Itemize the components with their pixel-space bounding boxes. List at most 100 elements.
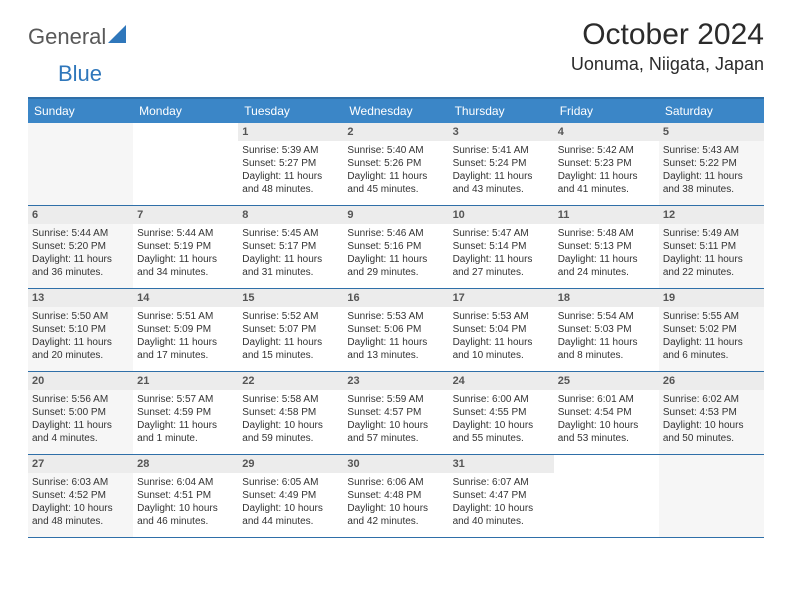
day-cell: 16Sunrise: 5:53 AMSunset: 5:06 PMDayligh… <box>343 289 448 371</box>
sunset-text: Sunset: 5:11 PM <box>663 240 760 253</box>
day-number: 14 <box>133 289 238 307</box>
day-number: 13 <box>28 289 133 307</box>
day-number: 12 <box>659 206 764 224</box>
day-cell: 11Sunrise: 5:48 AMSunset: 5:13 PMDayligh… <box>554 206 659 288</box>
sunset-text: Sunset: 4:54 PM <box>558 406 655 419</box>
day-cell: 20Sunrise: 5:56 AMSunset: 5:00 PMDayligh… <box>28 372 133 454</box>
daylight-text: Daylight: 11 hours and 20 minutes. <box>32 336 129 362</box>
day-cell: 4Sunrise: 5:42 AMSunset: 5:23 PMDaylight… <box>554 123 659 205</box>
day-number: 31 <box>449 455 554 473</box>
sunset-text: Sunset: 4:59 PM <box>137 406 234 419</box>
sail-icon <box>108 25 130 50</box>
dow-wednesday: Wednesday <box>343 99 448 123</box>
day-number: 30 <box>343 455 448 473</box>
day-number: 4 <box>554 123 659 141</box>
sunrise-text: Sunrise: 5:48 AM <box>558 227 655 240</box>
sunset-text: Sunset: 5:02 PM <box>663 323 760 336</box>
day-number: 27 <box>28 455 133 473</box>
daylight-text: Daylight: 10 hours and 46 minutes. <box>137 502 234 528</box>
day-number: 28 <box>133 455 238 473</box>
sunrise-text: Sunrise: 5:41 AM <box>453 144 550 157</box>
day-cell: 28Sunrise: 6:04 AMSunset: 4:51 PMDayligh… <box>133 455 238 537</box>
day-number: 25 <box>554 372 659 390</box>
day-cell: 9Sunrise: 5:46 AMSunset: 5:16 PMDaylight… <box>343 206 448 288</box>
day-cell: 27Sunrise: 6:03 AMSunset: 4:52 PMDayligh… <box>28 455 133 537</box>
sunrise-text: Sunrise: 6:06 AM <box>347 476 444 489</box>
sunrise-text: Sunrise: 6:07 AM <box>453 476 550 489</box>
sunrise-text: Sunrise: 6:02 AM <box>663 393 760 406</box>
sunrise-text: Sunrise: 5:59 AM <box>347 393 444 406</box>
sunset-text: Sunset: 5:07 PM <box>242 323 339 336</box>
sunset-text: Sunset: 5:26 PM <box>347 157 444 170</box>
daylight-text: Daylight: 11 hours and 1 minute. <box>137 419 234 445</box>
sunset-text: Sunset: 4:52 PM <box>32 489 129 502</box>
day-cell: 26Sunrise: 6:02 AMSunset: 4:53 PMDayligh… <box>659 372 764 454</box>
sunrise-text: Sunrise: 5:50 AM <box>32 310 129 323</box>
day-number: 11 <box>554 206 659 224</box>
sunset-text: Sunset: 5:23 PM <box>558 157 655 170</box>
daylight-text: Daylight: 10 hours and 59 minutes. <box>242 419 339 445</box>
sunrise-text: Sunrise: 5:55 AM <box>663 310 760 323</box>
sunrise-text: Sunrise: 6:00 AM <box>453 393 550 406</box>
sunset-text: Sunset: 4:47 PM <box>453 489 550 502</box>
sunrise-text: Sunrise: 5:56 AM <box>32 393 129 406</box>
day-cell: 13 Sunrise: 5:50 AMSunset: 5:10 PMDayligh… <box>28 289 133 371</box>
daylight-text: Daylight: 11 hours and 17 minutes. <box>137 336 234 362</box>
title-block: October 2024 Uonuma, Niigata, Japan <box>571 18 764 75</box>
sunset-text: Sunset: 5:09 PM <box>137 323 234 336</box>
day-number: 10 <box>449 206 554 224</box>
sunset-text: Sunset: 5:13 PM <box>558 240 655 253</box>
daylight-text: Daylight: 10 hours and 48 minutes. <box>32 502 129 528</box>
day-cell: 10Sunrise: 5:47 AMSunset: 5:14 PMDayligh… <box>449 206 554 288</box>
day-number: 20 <box>28 372 133 390</box>
week-row: 13Sunrise: 5:50 AMSunset: 5:10 PMDayligh… <box>28 289 764 372</box>
sunrise-text: Sunrise: 5:44 AM <box>32 227 129 240</box>
sunrise-text: Sunrise: 5:54 AM <box>558 310 655 323</box>
sunset-text: Sunset: 5:10 PM <box>32 323 129 336</box>
day-cell: 29Sunrise: 6:05 AMSunset: 4:49 PMDayligh… <box>238 455 343 537</box>
daylight-text: Daylight: 11 hours and 8 minutes. <box>558 336 655 362</box>
daylight-text: Daylight: 11 hours and 38 minutes. <box>663 170 760 196</box>
day-cell: 24Sunrise: 6:00 AMSunset: 4:55 PMDayligh… <box>449 372 554 454</box>
daylight-text: Daylight: 11 hours and 4 minutes. <box>32 419 129 445</box>
daylight-text: Daylight: 11 hours and 45 minutes. <box>347 170 444 196</box>
daylight-text: Daylight: 11 hours and 31 minutes. <box>242 253 339 279</box>
sunrise-text: Sunrise: 5:39 AM <box>242 144 339 157</box>
day-number: 29 <box>238 455 343 473</box>
day-number: 26 <box>659 372 764 390</box>
sunrise-text: Sunrise: 6:01 AM <box>558 393 655 406</box>
day-number: 19 <box>659 289 764 307</box>
logo: General <box>28 18 132 50</box>
sunset-text: Sunset: 5:16 PM <box>347 240 444 253</box>
day-of-week-header: SundayMondayTuesdayWednesdayThursdayFrid… <box>28 97 764 123</box>
daylight-text: Daylight: 11 hours and 41 minutes. <box>558 170 655 196</box>
dow-saturday: Saturday <box>659 99 764 123</box>
daylight-text: Daylight: 11 hours and 36 minutes. <box>32 253 129 279</box>
sunrise-text: Sunrise: 5:57 AM <box>137 393 234 406</box>
day-number: 17 <box>449 289 554 307</box>
daylight-text: Daylight: 10 hours and 40 minutes. <box>453 502 550 528</box>
daylight-text: Daylight: 10 hours and 50 minutes. <box>663 419 760 445</box>
daylight-text: Daylight: 10 hours and 53 minutes. <box>558 419 655 445</box>
day-cell: 25 Sunrise: 6:01 AMSunset: 4:54 PMDayligh… <box>554 372 659 454</box>
daylight-text: Daylight: 10 hours and 42 minutes. <box>347 502 444 528</box>
dow-sunday: Sunday <box>28 99 133 123</box>
sunset-text: Sunset: 4:48 PM <box>347 489 444 502</box>
location: Uonuma, Niigata, Japan <box>571 54 764 75</box>
month-title: October 2024 <box>571 18 764 52</box>
day-number: 1 <box>238 123 343 141</box>
sunset-text: Sunset: 5:06 PM <box>347 323 444 336</box>
sunset-text: Sunset: 4:55 PM <box>453 406 550 419</box>
day-cell: 2Sunrise: 5:40 AMSunset: 5:26 PMDaylight… <box>343 123 448 205</box>
logo-word2: Blue <box>58 61 102 86</box>
day-number: 15 <box>238 289 343 307</box>
day-number: 18 <box>554 289 659 307</box>
day-number: 6 <box>28 206 133 224</box>
day-cell: 22Sunrise: 5:58 AMSunset: 4:58 PMDayligh… <box>238 372 343 454</box>
empty-cell <box>554 455 659 537</box>
day-number: 8 <box>238 206 343 224</box>
sunset-text: Sunset: 5:03 PM <box>558 323 655 336</box>
sunset-text: Sunset: 5:14 PM <box>453 240 550 253</box>
sunset-text: Sunset: 4:57 PM <box>347 406 444 419</box>
sunrise-text: Sunrise: 5:47 AM <box>453 227 550 240</box>
